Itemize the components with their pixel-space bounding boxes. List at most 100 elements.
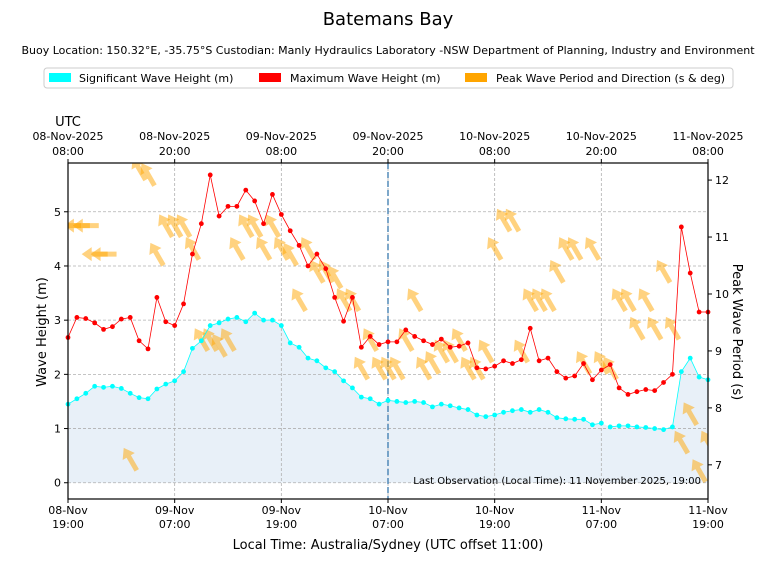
- significant-area-fill: [68, 313, 708, 483]
- maximum-wave-height-point: [421, 338, 426, 344]
- significant-wave-height-point: [607, 424, 613, 430]
- arrow-shape: [522, 288, 539, 313]
- significant-wave-height-point: [101, 384, 106, 390]
- arrow-shape: [584, 237, 602, 261]
- period-direction-arrow: [318, 259, 335, 284]
- significant-wave-height-point: [510, 408, 515, 414]
- maximum-wave-height-point: [438, 336, 444, 342]
- significant-wave-height-point: [421, 400, 426, 405]
- significant-wave-height-point: [305, 355, 311, 361]
- period-direction-arrow: [629, 316, 646, 341]
- arrow-shape: [300, 237, 317, 261]
- period-direction-arrows: [68, 163, 708, 484]
- significant-wave-height-point: [252, 310, 258, 316]
- period-direction-arrow: [433, 339, 450, 364]
- period-direction-arrow: [167, 214, 184, 239]
- period-direction-arrow: [638, 288, 655, 313]
- arrow-shape: [531, 288, 548, 313]
- maximum-wave-height-point: [305, 263, 311, 269]
- maximum-wave-height-point: [163, 319, 169, 325]
- arrow-shape: [72, 218, 99, 233]
- significant-wave-height-point: [367, 396, 373, 402]
- significant-wave-height-point: [554, 415, 560, 421]
- significant-wave-height-point: [376, 401, 382, 407]
- arrow-shape: [549, 259, 566, 284]
- x-tick-label-time: 07:00: [372, 518, 404, 531]
- maximum-wave-height-point: [118, 316, 124, 322]
- significant-wave-height-point: [270, 317, 275, 323]
- period-direction-arrow: [611, 288, 628, 313]
- maximum-wave-height-point: [332, 295, 338, 300]
- maximum-wave-height-point: [545, 355, 551, 361]
- period-direction-arrow: [602, 356, 619, 381]
- maximum-wave-height-point: [652, 388, 658, 394]
- maximum-wave-height-point: [278, 212, 284, 217]
- arrow-shape: [175, 214, 193, 239]
- significant-wave-height-point: [136, 395, 142, 401]
- period-direction-arrow: [442, 339, 459, 364]
- y-tick-label: 0: [54, 477, 61, 490]
- significant-wave-height-point: [492, 412, 498, 418]
- maximum-wave-height-point: [572, 373, 578, 379]
- x-tick-label-time: 19:00: [479, 518, 511, 531]
- maximum-wave-height-point: [350, 295, 355, 300]
- x-tick-label-date: 10-Nov: [368, 504, 408, 517]
- arrow-shape: [291, 288, 308, 313]
- arrow-shape: [238, 214, 255, 239]
- maximum-wave-height-point: [261, 221, 266, 227]
- maximum-wave-height-point: [492, 363, 498, 369]
- arrow-shape: [451, 328, 468, 353]
- arrow-shape: [389, 356, 406, 381]
- period-direction-arrow: [682, 402, 699, 427]
- period-direction-arrow: [495, 208, 513, 233]
- significant-wave-height-point: [216, 320, 222, 326]
- x-tick-label-date: 09-Nov: [262, 504, 302, 517]
- significant-wave-height-point: [465, 407, 471, 412]
- arrow-shape: [282, 242, 299, 267]
- period-direction-arrow: [620, 288, 637, 313]
- maximum-wave-height-point: [367, 334, 373, 339]
- maximum-wave-height-point: [590, 377, 595, 383]
- period-direction-arrow: [380, 356, 397, 381]
- maximum-wave-height-point: [190, 251, 195, 257]
- legend-label-period: Peak Wave Period and Direction (s & deg): [496, 72, 725, 85]
- maximum-wave-height-point: [430, 342, 435, 347]
- arrow-shape: [90, 247, 117, 262]
- maximum-wave-height-point: [696, 309, 702, 315]
- maximum-wave-height-points: [65, 172, 711, 397]
- period-direction-arrow: [229, 237, 246, 261]
- maximum-wave-height-point: [687, 270, 693, 276]
- maximum-wave-height-point: [74, 315, 80, 320]
- arrow-shape: [638, 288, 655, 313]
- maximum-wave-height-point: [181, 301, 186, 307]
- maximum-wave-height-point: [518, 357, 524, 363]
- arrow-shape: [424, 351, 442, 375]
- x-tick-label-date: 11-Nov: [688, 504, 728, 517]
- period-direction-arrow: [291, 288, 308, 313]
- period-direction-arrow: [584, 237, 602, 261]
- arrow-shape: [247, 214, 264, 239]
- arrow-shape: [202, 328, 219, 353]
- maximum-wave-height-point: [554, 369, 560, 375]
- period-direction-arrow: [335, 288, 353, 313]
- y2-axis-title: Peak Wave Period (s): [729, 264, 744, 400]
- maximum-wave-height-point: [670, 371, 675, 377]
- y-tick-label: 2: [54, 368, 61, 381]
- significant-wave-height-point: [483, 414, 489, 420]
- maximum-wave-height-point: [474, 365, 480, 371]
- significant-wave-height-point: [350, 385, 355, 391]
- maximum-wave-height-point: [323, 266, 329, 272]
- arrow-shape: [567, 237, 584, 261]
- x-tick-label-date: 11-Nov: [582, 504, 622, 517]
- period-direction-arrow: [487, 237, 504, 261]
- period-direction-arrow: [504, 208, 522, 233]
- maximum-wave-height-point: [314, 251, 320, 257]
- significant-wave-height-point: [518, 407, 524, 412]
- top-tick-label-time: 20:00: [159, 145, 191, 158]
- period-direction-arrow: [540, 288, 557, 313]
- significant-wave-height-point: [74, 396, 80, 402]
- significant-wave-height-point: [590, 422, 595, 428]
- x-tick-label-time: 07:00: [159, 518, 191, 531]
- period-direction-arrow: [513, 339, 530, 364]
